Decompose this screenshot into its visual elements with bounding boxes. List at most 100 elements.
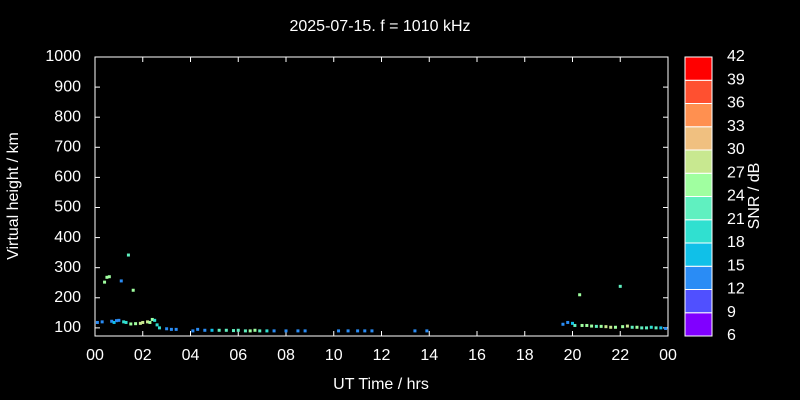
colorbar-tick-label: 6 [727,327,736,344]
point [150,317,154,321]
x-tick-label: 18 [516,347,534,364]
chart-title: 2025-07-15. f = 1010 kHz [289,18,470,35]
colorbar-bin [684,149,713,174]
point [618,284,622,288]
point [224,328,228,332]
point [613,325,617,329]
point [621,325,625,329]
y-tick-label: 700 [54,139,81,156]
point [265,329,269,333]
point [585,323,589,327]
point [122,320,126,324]
y-tick-label: 900 [54,78,81,95]
point [157,326,161,330]
colorbar-tick-label: 12 [727,281,745,298]
colorbar-bin [684,103,713,128]
x-tick-label: 16 [468,347,486,364]
point [284,329,288,333]
colorbar-bin [684,312,713,337]
point [272,329,276,333]
point [165,327,169,331]
point [356,329,360,333]
point [630,325,634,329]
colorbar-tick-label: 27 [727,164,745,181]
y-tick-label: 100 [54,319,81,336]
colorbar-tick-label: 18 [727,234,745,251]
point [248,329,252,333]
point [594,324,598,328]
colorbar-bin [684,56,713,81]
colorbar-bin [684,289,713,314]
point [110,319,114,323]
point [609,325,613,329]
colorbar-label: SNR / dB [746,163,763,230]
point [124,320,128,324]
point [119,279,123,283]
point [203,328,207,332]
x-tick-label: 00 [86,347,104,364]
colorbar-tick-label: 33 [727,118,745,135]
point [169,327,173,331]
point [296,329,300,333]
point [413,329,417,333]
point [138,321,142,325]
point [640,326,644,330]
point [146,320,150,324]
point [103,280,107,284]
x-tick-label: 00 [659,347,677,364]
point [148,320,152,324]
x-tick-label: 14 [420,347,438,364]
colorbar-bin [684,172,713,197]
point [112,320,116,324]
point [590,324,594,328]
colorbar-tick-label: 9 [727,304,736,321]
point [117,318,121,322]
colorbar-tick-label: 21 [727,211,745,228]
point [363,329,367,333]
colorbar-bin [684,219,713,244]
x-tick-label: 08 [277,347,295,364]
point [191,329,195,333]
point [126,253,130,257]
colorbar-tick-label: 36 [727,95,745,112]
point [578,293,582,297]
y-tick-label: 500 [54,199,81,216]
colorbar-tick-label: 39 [727,71,745,88]
point [153,318,157,322]
point [573,323,577,327]
point [129,322,133,326]
colorbar-tick-label: 42 [727,48,745,65]
point [664,326,668,330]
point [253,328,257,332]
x-tick-label: 12 [373,347,391,364]
x-axis-label: UT Time / hrs [333,376,429,393]
point [231,329,235,333]
point [100,320,104,324]
point [425,329,429,333]
y-tick-label: 600 [54,169,81,186]
point [645,326,649,330]
point [303,329,307,333]
colorbar-tick-label: 30 [727,141,745,158]
y-tick-label: 400 [54,229,81,246]
point [599,324,603,328]
point [566,320,570,324]
point [604,325,608,329]
point [649,325,653,329]
point [114,319,118,323]
x-tick-label: 04 [182,347,200,364]
point [654,326,658,330]
point [561,322,565,326]
point [659,326,663,330]
colorbar-tick-label: 15 [727,257,745,274]
point [370,329,374,333]
x-tick-label: 20 [564,347,582,364]
colorbar-bin [684,242,713,267]
point [625,324,629,328]
colorbar-bin [684,196,713,221]
x-tick-label: 06 [229,347,247,364]
colorbar-bin [684,265,713,290]
point [217,328,221,332]
